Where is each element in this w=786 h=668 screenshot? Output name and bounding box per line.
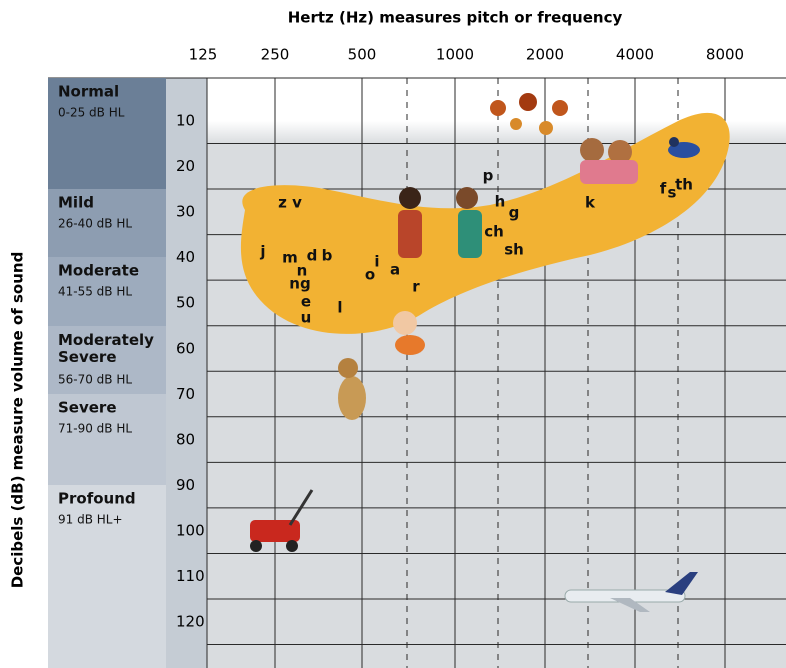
db-label: 20: [176, 157, 195, 175]
db-label: 120: [176, 613, 205, 631]
freq-label: 2000: [526, 46, 564, 64]
speech-sound: u: [301, 309, 312, 327]
speech-sound: sh: [504, 241, 524, 259]
level-range: 56-70 dB HL: [58, 373, 132, 387]
freq-label: 4000: [616, 46, 654, 64]
level-range: 71-90 dB HL: [58, 422, 132, 436]
db-label: 50: [176, 294, 195, 312]
level-name: Mild: [58, 194, 94, 212]
db-label: 70: [176, 385, 195, 403]
level-name: Severe: [58, 399, 117, 417]
speech-sound: b: [322, 247, 333, 265]
db-label: 10: [176, 112, 195, 130]
speech-sound: ng: [289, 275, 310, 293]
db-label: 40: [176, 248, 195, 266]
freq-label: 500: [348, 46, 377, 64]
speech-sound: ch: [484, 223, 504, 241]
speech-sound: g: [509, 204, 520, 222]
level-range: 41-55 dB HL: [58, 285, 132, 299]
speech-sound: d: [307, 247, 318, 265]
speech-sound: a: [390, 261, 400, 279]
speech-sound: m: [282, 249, 298, 267]
db-label: 60: [176, 339, 195, 357]
db-label: 80: [176, 430, 195, 448]
speech-sound: r: [412, 278, 420, 296]
level-range: 0-25 dB HL: [58, 106, 125, 120]
audiogram: Normal 0-25 dB HL Mild 26-40 dB HL Moderate 4…: [0, 0, 786, 668]
level-name: Profound: [58, 490, 136, 508]
level-range: 91 dB HL+: [58, 513, 123, 527]
freq-label: 250: [261, 46, 290, 64]
speech-sound: k: [585, 194, 596, 212]
level-name: Moderate: [58, 262, 139, 280]
freq-label: 1000: [436, 46, 474, 64]
speech-sound: h: [495, 193, 506, 211]
speech-sound: z v: [278, 194, 302, 212]
speech-sound: p: [483, 167, 494, 185]
speech-sound: th: [675, 176, 693, 194]
db-label: 100: [176, 521, 205, 539]
level-range: 26-40 dB HL: [58, 217, 132, 231]
speech-sound: i: [374, 253, 379, 271]
x-axis-title: Hertz (Hz) measures pitch or frequency: [288, 9, 623, 27]
db-label: 30: [176, 203, 195, 221]
db-label: 110: [176, 567, 205, 585]
y-axis-title: Decibels (dB) measure volume of sound: [9, 252, 27, 589]
freq-label: 125: [189, 46, 218, 64]
level-name: Normal: [58, 83, 119, 101]
speech-sound: f: [660, 180, 667, 198]
speech-sound: j: [259, 243, 265, 261]
speech-sound: l: [337, 299, 342, 317]
db-label: 90: [176, 476, 195, 494]
freq-label: 8000: [706, 46, 744, 64]
